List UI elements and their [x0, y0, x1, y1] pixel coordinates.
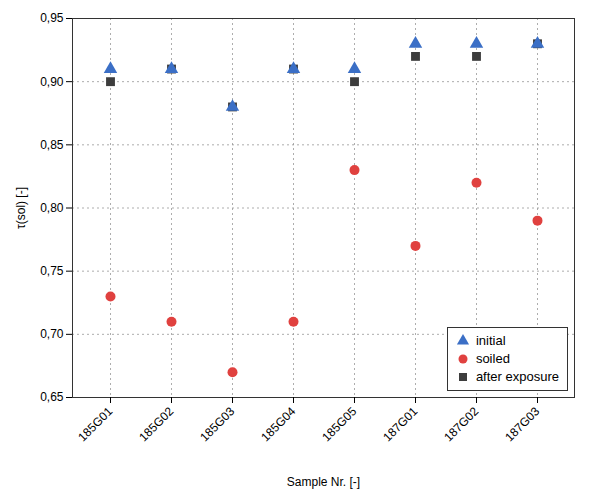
svg-text:0,85: 0,85	[40, 138, 64, 152]
svg-text:185G03: 185G03	[197, 404, 237, 444]
svg-text:185G02: 185G02	[136, 404, 176, 444]
svg-text:0,90: 0,90	[40, 75, 64, 89]
html-text:after exposure: after exposure	[475, 369, 559, 384]
svg-text:Sample Nr. [-]: Sample Nr. [-]	[287, 475, 360, 489]
svg-text:0,75: 0,75	[40, 264, 64, 278]
html-text:soiled: soiled	[475, 351, 510, 366]
svg-text:187G02: 187G02	[441, 404, 481, 444]
svg-text:187G03: 187G03	[502, 404, 542, 444]
html-text:initial: initial	[475, 333, 506, 348]
svg-text:0,80: 0,80	[40, 201, 64, 215]
svg-text:187G01: 187G01	[380, 404, 420, 444]
svg-text:0,65: 0,65	[40, 390, 64, 404]
svg-text:τ(sol) [-]: τ(sol) [-]	[14, 187, 28, 229]
svg-text:0,70: 0,70	[40, 327, 64, 341]
svg-text:0,95: 0,95	[40, 11, 64, 25]
svg-text:185G01: 185G01	[75, 404, 115, 444]
svg-text:185G05: 185G05	[319, 404, 359, 444]
svg-text:185G04: 185G04	[258, 404, 298, 444]
